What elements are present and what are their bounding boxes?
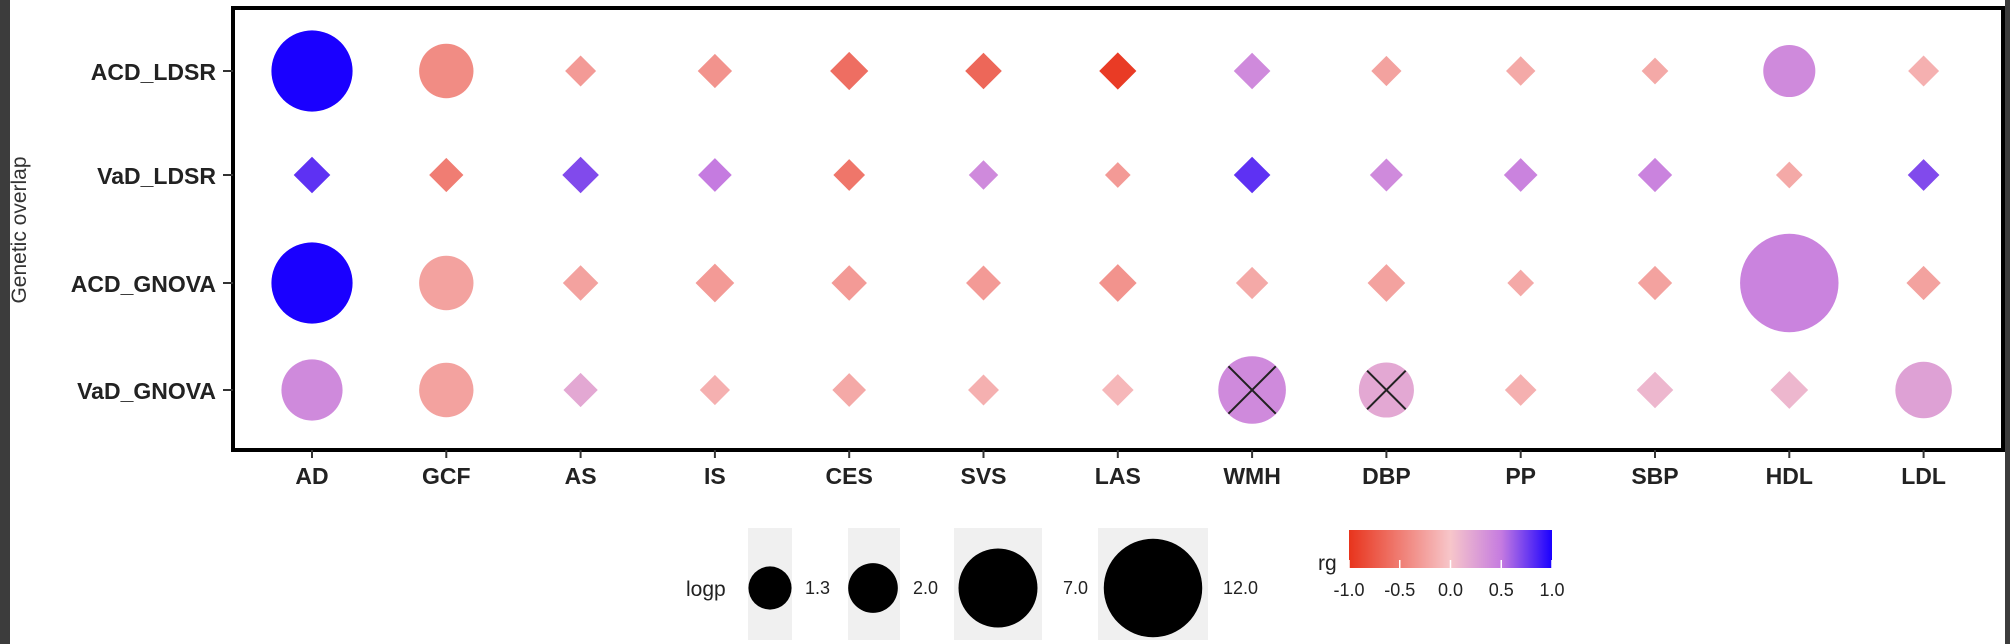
- column-label: AS: [565, 463, 597, 489]
- size-legend-label: 7.0: [1063, 578, 1088, 598]
- size-legend-label: 1.3: [805, 578, 830, 598]
- column-label: IS: [704, 463, 726, 489]
- data-point-diamond: [830, 51, 869, 91]
- data-marks: [271, 30, 1952, 424]
- data-point-diamond: [563, 372, 598, 408]
- size-legend: logp 1.3 2.0 7.0 12.0: [686, 528, 1258, 640]
- color-legend-title: rg: [1318, 552, 1337, 575]
- data-point-diamond: [1770, 371, 1809, 409]
- column-label: AD: [295, 463, 328, 489]
- column-label: CES: [826, 463, 873, 489]
- data-point-diamond: [831, 265, 867, 301]
- size-legend-label: 12.0: [1223, 578, 1258, 598]
- size-legend-circle: [748, 566, 792, 610]
- data-point-diamond: [1101, 374, 1134, 406]
- data-point-diamond: [1906, 265, 1941, 301]
- row-label: VaD_LDSR: [97, 163, 216, 189]
- data-point-diamond: [1233, 156, 1271, 194]
- row-labels: ACD_LDSR VaD_LDSR ACD_GNOVA VaD_GNOVA: [71, 59, 217, 404]
- data-point-diamond: [968, 160, 999, 190]
- data-point-circle: [281, 359, 343, 421]
- color-legend-label: 0.0: [1438, 580, 1463, 600]
- data-point-diamond: [565, 55, 597, 87]
- row-label: ACD_LDSR: [91, 59, 217, 85]
- data-point-diamond: [698, 158, 732, 192]
- size-legend-label: 2.0: [913, 578, 938, 598]
- data-point-diamond: [1641, 57, 1669, 85]
- data-point-diamond: [1505, 56, 1536, 86]
- data-point-diamond: [1367, 264, 1406, 302]
- data-point-diamond: [695, 263, 735, 303]
- column-label: SBP: [1631, 463, 1678, 489]
- row-label: ACD_GNOVA: [71, 271, 216, 297]
- data-point-diamond: [1504, 374, 1537, 406]
- data-point-diamond: [1369, 158, 1403, 192]
- data-point-circle: [419, 362, 474, 418]
- data-point-diamond: [1099, 52, 1137, 90]
- data-point-circle: [1763, 44, 1816, 98]
- data-point-diamond: [1235, 266, 1269, 300]
- size-legend-circle: [1103, 538, 1203, 638]
- size-legend-circle: [848, 563, 898, 613]
- data-point-diamond: [1637, 265, 1673, 301]
- cross-mark: [1227, 365, 1277, 415]
- y-axis-title: Genetic overlap: [8, 156, 31, 303]
- data-point-diamond: [699, 374, 731, 406]
- data-point-diamond: [1371, 55, 1402, 87]
- data-point-diamond: [833, 159, 866, 191]
- data-point-diamond: [697, 53, 733, 89]
- color-legend-label: -1.0: [1333, 580, 1364, 600]
- color-legend-label: -0.5: [1384, 580, 1415, 600]
- data-point-diamond: [1503, 158, 1538, 192]
- data-point-diamond: [293, 156, 331, 194]
- data-point-diamond: [562, 156, 599, 194]
- data-point-diamond: [429, 157, 464, 193]
- column-label: WMH: [1223, 463, 1280, 489]
- size-legend-title: logp: [686, 578, 726, 601]
- data-point-diamond: [965, 52, 1002, 90]
- data-point-diamond: [562, 265, 599, 301]
- column-label: SVS: [960, 463, 1006, 489]
- data-point-diamond: [1233, 52, 1271, 90]
- color-legend-label: 0.5: [1489, 580, 1514, 600]
- data-point-diamond: [966, 265, 1001, 301]
- column-labels: AD GCF AS IS CES SVS LAS WMH DBP PP SBP HDL LDL: [295, 463, 1946, 489]
- data-point-circle: [1740, 233, 1839, 333]
- data-point-diamond: [1507, 269, 1535, 297]
- data-point-circle: [419, 255, 474, 311]
- data-point-diamond: [1637, 157, 1673, 193]
- data-point-diamond: [1907, 159, 1940, 191]
- data-point-diamond: [1636, 371, 1674, 409]
- color-legend-label: 1.0: [1539, 580, 1564, 600]
- data-point-circle: [1895, 361, 1952, 419]
- data-point-circle: [271, 30, 353, 112]
- data-point-diamond: [832, 373, 867, 407]
- data-point-diamond: [1104, 162, 1131, 188]
- row-label: VaD_GNOVA: [77, 378, 216, 404]
- color-legend: rg -1.0 -0.5 0.0 0.5 1.0: [1318, 530, 1565, 600]
- data-point-diamond: [1908, 55, 1940, 87]
- column-label: LAS: [1095, 463, 1141, 489]
- x-axis-ticks: [311, 450, 1925, 458]
- data-point-diamond: [1098, 264, 1137, 302]
- column-label: LDL: [1901, 463, 1946, 489]
- column-label: GCF: [422, 463, 471, 489]
- column-label: PP: [1505, 463, 1536, 489]
- data-point-diamond: [1775, 161, 1803, 189]
- data-point-diamond: [968, 374, 999, 406]
- data-point-circle: [419, 43, 474, 99]
- cross-mark: [1366, 370, 1407, 410]
- data-point-circle: [271, 242, 353, 324]
- y-axis-ticks: [223, 70, 233, 391]
- size-legend-circle: [958, 548, 1038, 628]
- column-label: DBP: [1362, 463, 1411, 489]
- column-label: HDL: [1766, 463, 1813, 489]
